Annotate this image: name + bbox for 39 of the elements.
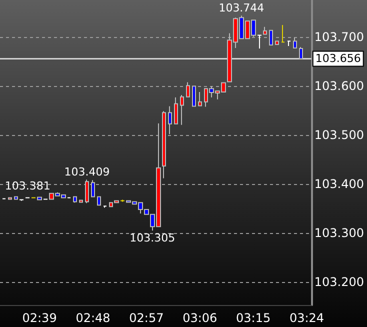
- annotation: 103.409: [64, 166, 110, 179]
- x-tick-label: 02:57: [129, 311, 164, 325]
- candlestick: [97, 196, 101, 206]
- candlestick: [168, 106, 172, 135]
- candlestick: [198, 92, 202, 107]
- candlestick: [37, 196, 42, 201]
- candlestick: [174, 96, 178, 125]
- candlestick: [162, 110, 166, 179]
- candlestick: [287, 40, 291, 47]
- x-tick-label: 02:48: [76, 311, 110, 325]
- y-tick-label: 103.400: [314, 177, 364, 192]
- candlestick: [192, 85, 196, 108]
- candlestick: [180, 94, 184, 126]
- candlestick: [293, 37, 297, 49]
- candlestick: [281, 24, 285, 44]
- annotation: 103.744: [218, 2, 264, 15]
- y-tick-label: 103.200: [314, 274, 364, 289]
- candlestick: [299, 46, 303, 60]
- y-tick-label: 103.500: [314, 128, 364, 142]
- x-tick-label: 03:06: [182, 311, 218, 325]
- x-tick-label: 03:15: [236, 311, 271, 325]
- x-tick-label: 02:39: [22, 311, 57, 325]
- x-tick-label: 03:24: [289, 311, 324, 325]
- candlestick: [85, 179, 89, 204]
- y-tick-label: 103.300: [314, 226, 364, 240]
- candlestick: [263, 26, 267, 36]
- candlestick: [186, 82, 190, 98]
- candlestick: [120, 199, 125, 202]
- y-tick-label: 103.700: [314, 30, 364, 44]
- y-tick-label: 103.600: [314, 79, 364, 94]
- candlestick: [257, 34, 262, 49]
- candlestick: [19, 198, 24, 202]
- ref-line-label: 103.656: [315, 52, 361, 66]
- candlestick: [275, 40, 279, 46]
- candlestick: [269, 29, 273, 46]
- annotation: 103.381: [4, 179, 50, 192]
- candlestick: [73, 196, 77, 204]
- annotation: 103.305: [130, 232, 176, 245]
- candlestick: [91, 180, 95, 198]
